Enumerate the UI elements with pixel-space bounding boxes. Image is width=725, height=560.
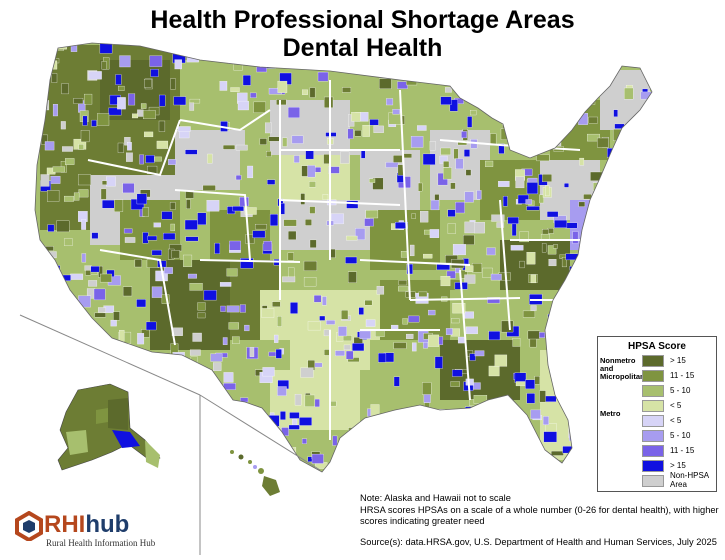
- legend-label-nonmetro-5-10: 5 - 10: [670, 386, 691, 395]
- swatch-metro-5-10: [642, 430, 664, 442]
- swatch-metro-11-15: [642, 445, 664, 457]
- logo-brand-hub: hub: [85, 511, 130, 538]
- rhihub-logo-icon: [15, 511, 43, 541]
- note-scoring: HRSA scores HPSAs on a scale of a whole …: [360, 505, 719, 515]
- legend-metro-label: Metro: [600, 409, 621, 418]
- swatch-nonmetro-lt5: [642, 400, 664, 412]
- legend-label-nonmetro-gt15: > 15: [670, 356, 686, 365]
- logo-brand-rhi: RHI: [44, 511, 86, 538]
- note-scale: Note: Alaska and Hawaii not to scale: [360, 493, 511, 503]
- logo-subtitle: Rural Health Information Hub: [46, 538, 156, 548]
- swatch-nonmetro-gt15: [642, 355, 664, 367]
- legend-label-metro-5-10: 5 - 10: [670, 431, 691, 440]
- legend-label-nonmetro-11-15: 11 - 15: [670, 371, 695, 380]
- swatch-nonmetro-11-15: [642, 370, 664, 382]
- legend-label-metro-lt5: < 5: [670, 416, 682, 425]
- alaska-inset: [57, 383, 161, 471]
- swatch-metro-lt5: [642, 415, 664, 427]
- legend-label-metro-gt15: > 15: [670, 461, 686, 470]
- legend-title: HPSA Score: [628, 341, 686, 352]
- state-borders: [87, 80, 600, 440]
- swatch-metro-gt15: [642, 460, 664, 472]
- swatch-non-hpsa: [642, 475, 664, 487]
- legend-label-metro-11-15: 11 - 15: [670, 446, 695, 455]
- hawaii-inset: [230, 450, 280, 496]
- map-title: Health Professional Shortage Areas: [150, 6, 575, 34]
- map-legend: HPSA Score Nonmetro and Micropolitan Met…: [597, 336, 717, 492]
- legend-nonmetro-label: Nonmetro and Micropolitan: [600, 356, 645, 381]
- rhihub-logo: RHIhub: [44, 512, 129, 538]
- legend-label-non-hpsa: Non-HPSA Area: [670, 471, 709, 489]
- inset-divider: [19, 314, 201, 396]
- swatch-nonmetro-5-10: [642, 385, 664, 397]
- map-subtitle: Dental Health: [282, 34, 443, 62]
- legend-label-nonmetro-lt5: < 5: [670, 401, 682, 410]
- note-scoring-cont: scores indicating greater need: [360, 516, 485, 526]
- source-note: Source(s): data.HRSA.gov, U.S. Departmen…: [360, 537, 717, 547]
